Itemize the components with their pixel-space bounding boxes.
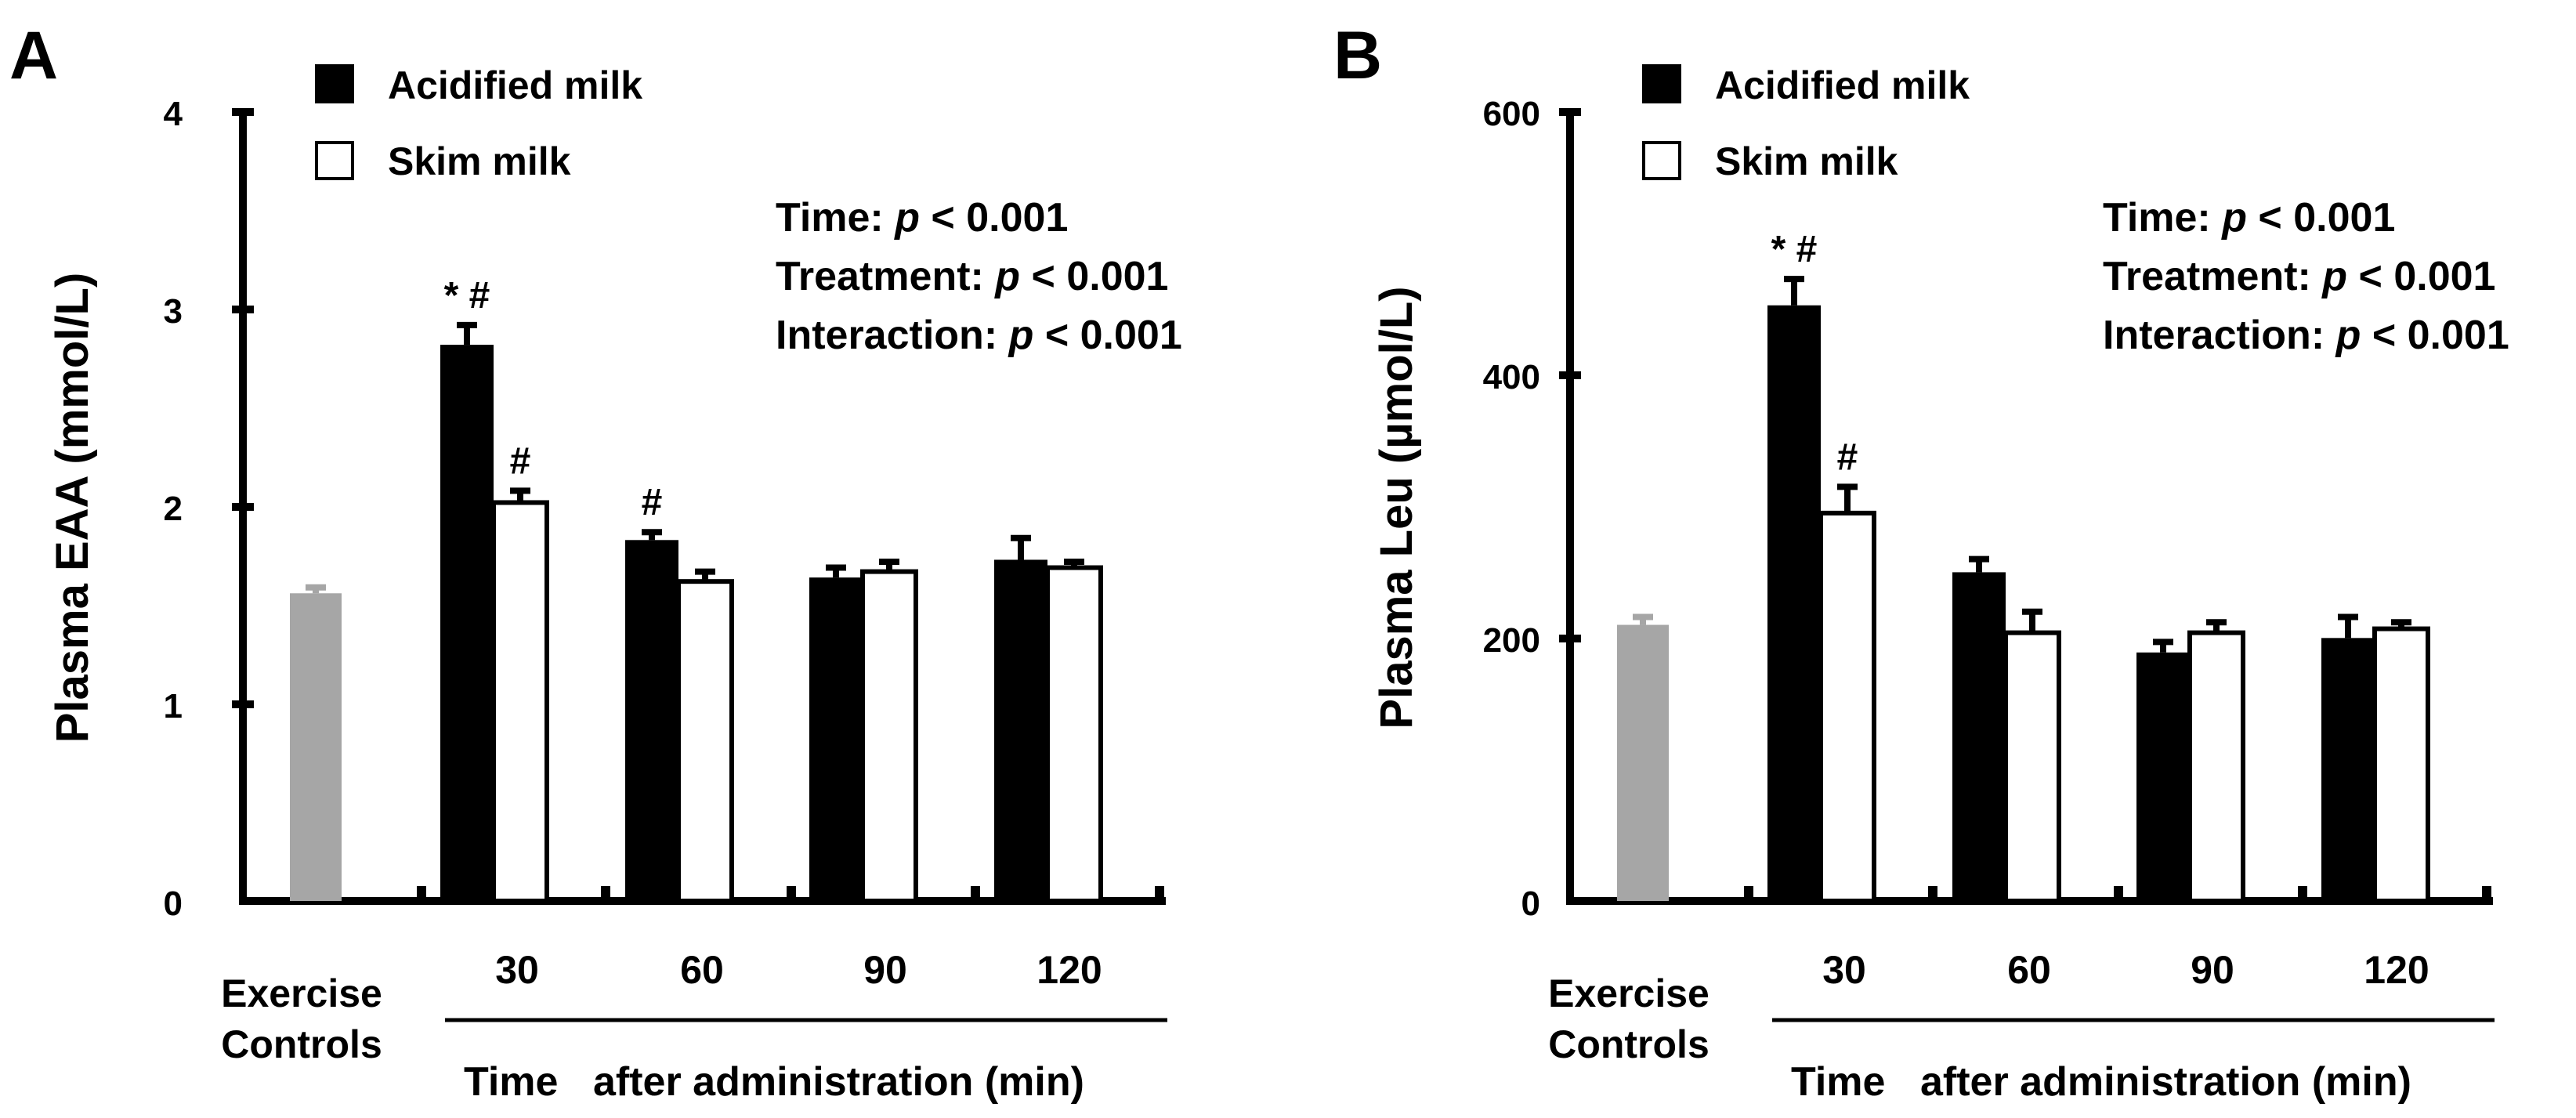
skim-bar <box>491 500 549 904</box>
legend-swatch-skim <box>315 141 354 180</box>
stats-box: Time: p < 0.001 Treatment: p < 0.001 Int… <box>776 195 1182 358</box>
skim-bar <box>2372 626 2430 904</box>
acidified-bar <box>440 345 494 901</box>
control-label-line2: Controls <box>1548 1022 1709 1066</box>
stat-time: Time: p < 0.001 <box>776 195 1068 241</box>
panel-a: A 4 3 2 1 0 Plasma EAA (mmol/L) Acidifie… <box>9 18 1182 1105</box>
skim-bar <box>860 569 918 903</box>
y-tick-label: 200 <box>1483 621 1540 660</box>
y-axis-label: Plasma EAA (mmol/L) <box>47 273 98 744</box>
acidified-bar <box>2136 652 2190 901</box>
panel-letter: A <box>9 18 58 93</box>
legend-swatch-skim <box>1642 141 1681 180</box>
y-tick-label: 0 <box>164 885 183 923</box>
x-axis-title-rest: after administration (min) <box>1920 1059 2411 1105</box>
x-category-label: 60 <box>2007 948 2051 992</box>
skim-bar <box>2187 630 2245 903</box>
skim-bar <box>676 579 734 903</box>
control-label-line2: Controls <box>221 1022 382 1066</box>
x-category-label: 60 <box>680 948 724 992</box>
x-axis-title-time: Time <box>464 1059 558 1105</box>
bars: * # # # <box>290 275 1103 904</box>
significance-mark: * # <box>444 275 490 317</box>
significance-mark: # <box>510 440 531 482</box>
control-label-line1: Exercise <box>221 971 382 1015</box>
skim-bar <box>1818 510 1876 903</box>
stat-time: Time: p < 0.001 <box>2103 195 2395 241</box>
stat-interaction: Interaction: p < 0.001 <box>776 313 1182 358</box>
y-axis <box>232 108 254 901</box>
x-category-labels: Exercise Controls 30 60 90 120 Time afte… <box>221 948 1102 1105</box>
y-tick-label: 400 <box>1483 358 1540 396</box>
y-axis <box>1559 108 1581 901</box>
legend-swatch-acidified <box>315 64 354 103</box>
legend: Acidified milk Skim milk <box>315 63 642 183</box>
acidified-bar <box>809 577 863 901</box>
x-category-label: 90 <box>863 948 907 992</box>
panel-letter: B <box>1333 18 1382 93</box>
y-tick-label: 4 <box>164 95 183 133</box>
bars: * # # <box>1617 229 2430 904</box>
control-bar <box>1617 624 1669 901</box>
stat-interaction: Interaction: p < 0.001 <box>2103 313 2509 358</box>
control-label-line1: Exercise <box>1548 971 1709 1015</box>
legend-label-acidified: Acidified milk <box>388 63 642 107</box>
legend-label-acidified: Acidified milk <box>1715 63 1970 107</box>
panel-b: B 600 400 200 0 Plasma Leu (µmol/L) Acid… <box>1333 18 2509 1105</box>
y-tick-label: 0 <box>1521 885 1540 923</box>
y-tick-label: 2 <box>164 490 183 528</box>
acidified-bar <box>994 559 1047 901</box>
acidified-bar <box>2321 638 2375 901</box>
legend-swatch-acidified <box>1642 64 1681 103</box>
x-category-labels: Exercise Controls 30 60 90 120 Time afte… <box>1548 948 2429 1105</box>
significance-mark: # <box>1837 436 1858 478</box>
stat-treatment: Treatment: p < 0.001 <box>776 254 1168 299</box>
significance-mark: * # <box>1771 229 1818 270</box>
stat-treatment: Treatment: p < 0.001 <box>2103 254 2495 299</box>
y-tick-label: 600 <box>1483 95 1540 133</box>
y-axis-label: Plasma Leu (µmol/L) <box>1371 286 1422 729</box>
legend-label-skim: Skim milk <box>388 139 571 183</box>
acidified-bar <box>1767 305 1821 902</box>
control-bar <box>290 593 342 901</box>
x-axis-title-time: Time <box>1791 1059 1885 1105</box>
x-category-label: 120 <box>1037 948 1102 992</box>
legend: Acidified milk Skim milk <box>1642 63 1970 183</box>
y-tick-label: 1 <box>164 687 183 725</box>
x-category-label: 30 <box>495 948 539 992</box>
skim-bar <box>1045 565 1103 903</box>
x-axis-title-rest: after administration (min) <box>593 1059 1084 1105</box>
stats-box: Time: p < 0.001 Treatment: p < 0.001 Int… <box>2103 195 2509 358</box>
acidified-bar <box>625 540 678 901</box>
x-category-label: 120 <box>2364 948 2429 992</box>
y-tick-label: 3 <box>164 292 183 331</box>
legend-label-skim: Skim milk <box>1715 139 1898 183</box>
x-category-label: 90 <box>2191 948 2234 992</box>
significance-mark: # <box>642 482 663 523</box>
skim-bar <box>2003 630 2061 903</box>
acidified-bar <box>1952 572 2006 901</box>
x-category-label: 30 <box>1822 948 1866 992</box>
